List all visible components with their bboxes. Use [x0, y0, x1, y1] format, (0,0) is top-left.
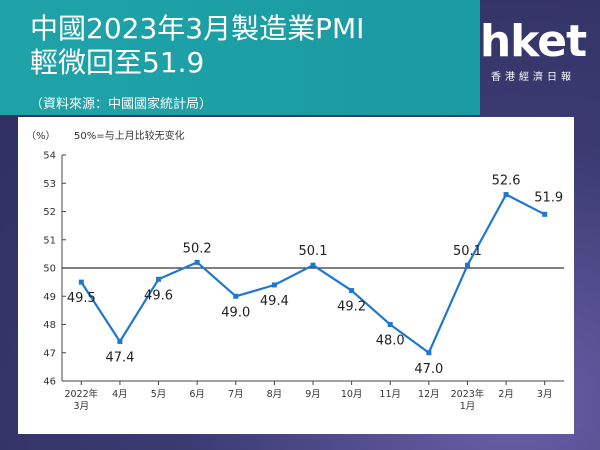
chart-note: 50%=与上月比较无变化 [74, 129, 185, 142]
data-label: 50.1 [299, 244, 328, 259]
x-tick-label: 2月 [498, 389, 514, 400]
source-note: （資料來源：中國國家統計局） [30, 97, 213, 112]
data-point [271, 282, 277, 288]
y-tick-label: 50 [43, 264, 56, 275]
data-point [310, 262, 316, 268]
x-tick-label: 12月 [418, 389, 440, 400]
title-banner [0, 0, 480, 115]
page-title: 中國2023年3月製造業PMI 輕微回至51.9 [30, 12, 364, 80]
data-label: 49.5 [67, 291, 96, 306]
x-tick-label: 6月 [189, 389, 205, 400]
x-tick-label: 3月 [74, 401, 90, 412]
y-tick-label: 48 [43, 320, 56, 331]
data-point [464, 262, 470, 268]
x-tick-label: 2023年 [451, 388, 485, 400]
x-tick-label: 4月 [112, 389, 128, 400]
logo-subtitle: 香港經濟日報 [491, 72, 575, 83]
data-label: 50.2 [183, 241, 212, 256]
title-line-2: 輕微回至51.9 [30, 46, 205, 79]
data-label: 49.6 [144, 288, 173, 303]
x-tick-label: 3月 [537, 389, 553, 400]
x-tick-label: 9月 [305, 389, 321, 400]
data-point [503, 192, 509, 198]
data-label: 49.0 [221, 305, 250, 320]
y-tick-label: 47 [43, 348, 56, 359]
data-label: 52.6 [492, 174, 521, 189]
data-point [426, 350, 432, 356]
x-tick-label: 10月 [341, 389, 363, 400]
title-line-1: 中國2023年3月製造業PMI [30, 12, 365, 45]
x-tick-label: 7月 [228, 389, 244, 400]
x-tick-label: 1月 [460, 401, 476, 412]
data-point [542, 211, 548, 217]
hket-logo: hket 香港經濟日報 [478, 18, 588, 88]
x-tick-label: 11月 [379, 389, 401, 400]
data-point [233, 293, 239, 299]
data-point [349, 288, 355, 294]
y-tick-label: 49 [43, 292, 56, 303]
y-tick-label: 46 [43, 377, 56, 388]
x-tick-label: 8月 [267, 389, 283, 400]
data-point [387, 322, 393, 327]
data-label: 47.0 [414, 362, 443, 377]
data-label: 51.9 [534, 190, 563, 205]
data-point [117, 338, 123, 344]
data-point [194, 259, 200, 265]
data-label: 49.2 [337, 300, 366, 315]
series-line [80, 193, 546, 354]
data-label: 47.4 [105, 350, 134, 365]
data-point [78, 279, 84, 285]
y-tick-label: 51 [43, 235, 56, 246]
chart-panel: （%） 50%=与上月比较无变化 46 47 48 49 50 51 52 53 54 2022年 3月… [18, 117, 574, 434]
data-point [156, 276, 162, 282]
logo-mark: hket [479, 16, 587, 67]
data-label: 48.0 [376, 334, 405, 349]
y-unit-label: （%） [26, 130, 56, 142]
y-tick-label: 53 [43, 179, 56, 190]
data-label: 49.4 [260, 294, 289, 309]
pmi-line-chart: （%） 50%=与上月比较无变化4647484950515253542022年3月… [26, 129, 564, 412]
x-tick-label: 2022年 [64, 388, 98, 400]
y-tick-label: 54 [43, 151, 56, 162]
y-tick-label: 52 [43, 207, 56, 218]
data-label: 50.1 [453, 244, 482, 259]
x-tick-label: 5月 [151, 389, 167, 400]
